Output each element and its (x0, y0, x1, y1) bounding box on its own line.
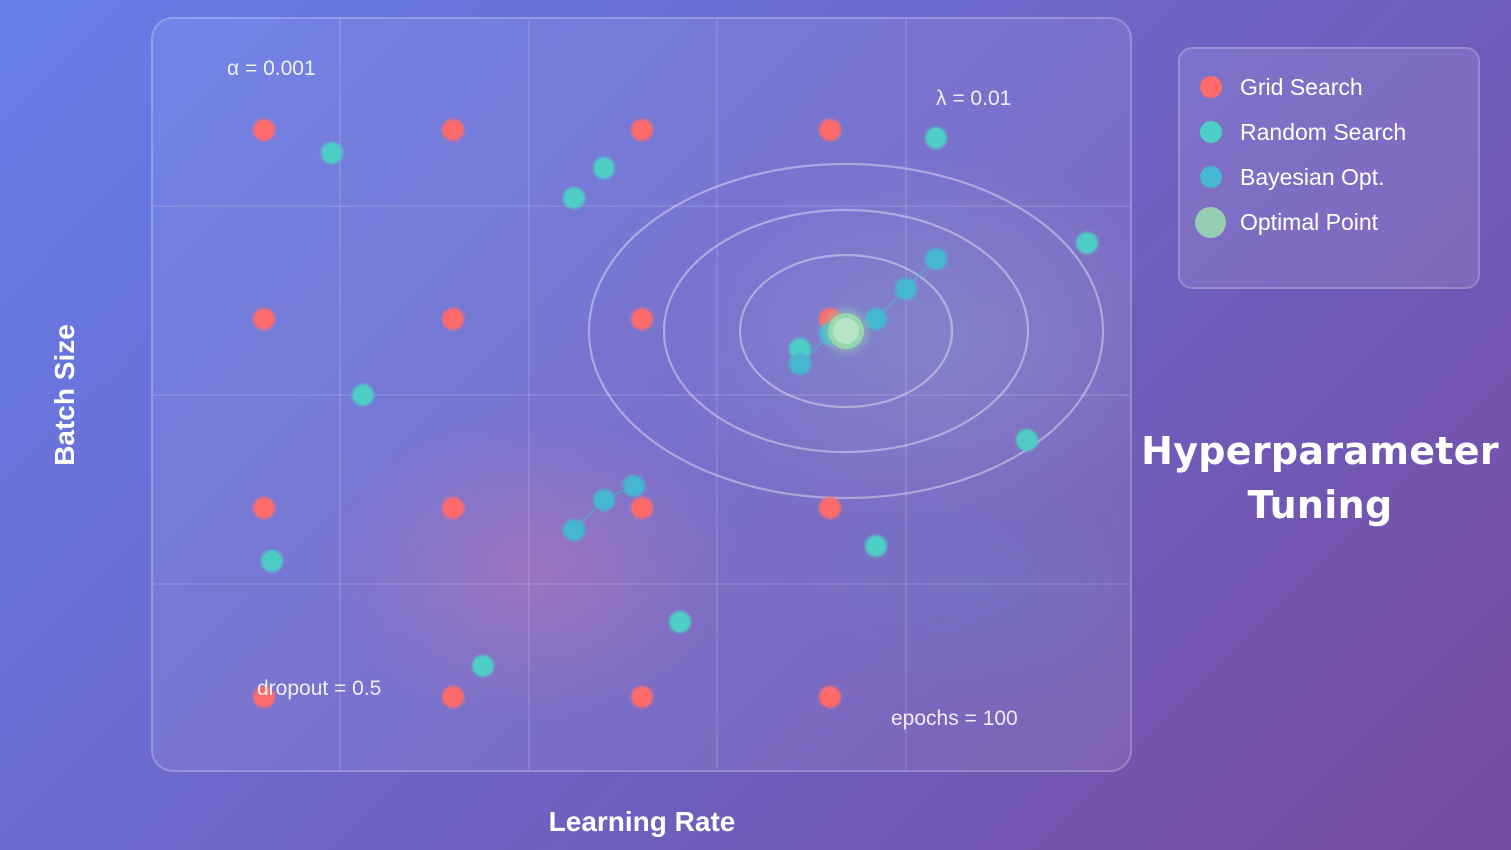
random-search-point (352, 384, 374, 406)
contour-ellipse (587, 162, 1105, 500)
random-search-point (925, 127, 947, 149)
bayesian-opt-point (593, 489, 615, 511)
random-search-point (593, 157, 615, 179)
random-search-swatch-icon (1200, 121, 1222, 143)
bayesian-opt-point (789, 353, 811, 375)
dropout-annotation: dropout = 0.5 (257, 677, 382, 700)
optimal-point-swatch-icon (1195, 207, 1226, 238)
contour-ellipse (738, 253, 954, 409)
loss-contours (587, 162, 1105, 500)
random-search-point (669, 611, 691, 633)
grid-search-point (253, 119, 275, 141)
lambda-annotation: λ = 0.01 (936, 87, 1012, 110)
grid-search-point (442, 497, 464, 519)
grid-search-point (819, 686, 841, 708)
bayesian-opt-point (623, 475, 645, 497)
bayesian-opt-point (563, 519, 585, 541)
y-axis-label: Batch Size (49, 324, 80, 466)
grid-search-swatch-icon (1200, 76, 1222, 98)
random-search-point (563, 187, 585, 209)
grid-search-point (442, 686, 464, 708)
background-glow (623, 119, 1130, 569)
grid-search-point (442, 119, 464, 141)
x-axis-label: Learning Rate (548, 806, 736, 837)
gridlines (153, 19, 1130, 770)
grid-search-point (631, 308, 653, 330)
grid-search-point (442, 308, 464, 330)
alpha-annotation: α = 0.001 (227, 57, 316, 80)
contour-ellipse (662, 208, 1030, 454)
grid-search-point (631, 119, 653, 141)
plot-area (151, 17, 1132, 772)
bayesian-opt-point (865, 308, 887, 330)
random-search-point (1076, 232, 1098, 254)
grid-search-point (819, 119, 841, 141)
grid-search-point (819, 497, 841, 519)
epochs-annotation: epochs = 100 (891, 707, 1018, 730)
grid-search-point (253, 686, 275, 708)
background-glow (303, 399, 763, 739)
data-points (253, 119, 1098, 708)
random-search-point (472, 655, 494, 677)
bayesian-opt-point (895, 278, 917, 300)
random-search-point (261, 550, 283, 572)
grid-search-point (253, 497, 275, 519)
grid-search-point (631, 686, 653, 708)
optimal-point (833, 318, 859, 344)
title-line-2: Tuning (1247, 483, 1393, 527)
random-search-point (321, 142, 343, 164)
grid-search-point (631, 497, 653, 519)
bayesian-opt-point (925, 248, 947, 270)
chart-title: Hyperparameter Tuning (1140, 424, 1500, 532)
random-search-point (865, 535, 887, 557)
grid-search-point (253, 308, 275, 330)
random-search-point (1016, 429, 1038, 451)
legend: Grid Search Random Search Bayesian Opt. … (1178, 47, 1480, 289)
title-line-1: Hyperparameter (1141, 429, 1499, 473)
bayesian-opt-swatch-icon (1200, 166, 1222, 188)
